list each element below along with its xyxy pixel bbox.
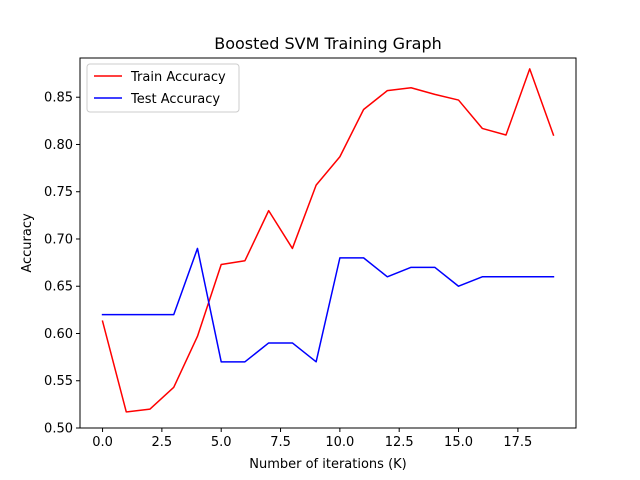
data-point-test-accuracy [125,313,128,316]
data-point-test-accuracy [362,256,365,259]
data-point-test-accuracy [433,266,436,269]
y-tick-label: 0.60 [44,327,73,342]
data-point-train-accuracy [172,386,175,389]
data-point-test-accuracy [315,360,318,363]
data-point-test-accuracy [481,275,484,278]
data-point-train-accuracy [125,410,128,413]
x-axis-label: Number of iterations (K) [249,457,407,472]
data-point-train-accuracy [552,134,555,137]
y-tick-label: 0.75 [44,185,73,200]
data-point-test-accuracy [243,360,246,363]
data-point-train-accuracy [457,99,460,102]
y-axis-label: Accuracy [20,213,35,273]
data-point-train-accuracy [243,259,246,262]
plot-frame [79,57,577,429]
data-point-train-accuracy [338,155,341,158]
y-tick-label: 0.55 [44,374,73,389]
data-point-train-accuracy [504,134,507,137]
x-tick-label: 2.5 [152,435,173,450]
data-point-test-accuracy [552,275,555,278]
data-point-test-accuracy [267,341,270,344]
data-point-test-accuracy [220,360,223,363]
x-tick-label: 15.0 [444,435,473,450]
x-tick-label: 0.0 [92,435,113,450]
data-point-train-accuracy [291,247,294,250]
data-point-train-accuracy [433,93,436,96]
data-point-train-accuracy [196,335,199,338]
data-point-test-accuracy [149,313,152,316]
data-point-train-accuracy [410,86,413,89]
x-tick-label: 12.5 [385,435,414,450]
data-point-train-accuracy [386,89,389,92]
data-point-train-accuracy [362,108,365,111]
legend-box [86,63,240,113]
legend-label-test-accuracy: Test Accuracy [130,92,220,107]
data-point-test-accuracy [457,285,460,288]
data-point-train-accuracy [101,320,104,323]
data-point-train-accuracy [267,209,270,212]
y-tick-label: 0.50 [44,422,73,437]
x-tick-label: 7.5 [270,435,291,450]
data-point-train-accuracy [149,408,152,411]
legend-label-train-accuracy: Train Accuracy [130,70,226,85]
x-tick-label: 17.5 [503,435,532,450]
y-tick-label: 0.65 [44,280,73,295]
data-point-train-accuracy [481,127,484,130]
data-point-test-accuracy [101,313,104,316]
data-point-test-accuracy [196,247,199,250]
data-point-test-accuracy [386,275,389,278]
y-tick-label: 0.85 [44,91,73,106]
series-line-train-accuracy [101,68,555,413]
y-tick-label: 0.80 [44,138,73,153]
data-point-test-accuracy [528,275,531,278]
data-point-train-accuracy [528,67,531,70]
data-point-test-accuracy [504,275,507,278]
chart-title: Boosted SVM Training Graph [214,34,442,53]
legend: Train Accuracy Test Accuracy [86,63,240,113]
data-point-test-accuracy [172,313,175,316]
data-point-test-accuracy [291,341,294,344]
series-line-test-accuracy [101,247,555,363]
data-point-train-accuracy [315,184,318,187]
y-axis-ticks: 0.50 0.55 0.60 0.65 0.70 0.75 0.80 0.85 [44,91,80,437]
series-layer [101,67,555,413]
y-tick-label: 0.70 [44,232,73,247]
data-point-test-accuracy [338,256,341,259]
x-tick-label: 10.0 [325,435,354,450]
x-axis-ticks: 0.0 2.5 5.0 7.5 10.0 12.5 15.0 17.5 [92,428,532,450]
data-point-test-accuracy [410,266,413,269]
data-point-train-accuracy [220,263,223,266]
x-tick-label: 5.0 [211,435,232,450]
